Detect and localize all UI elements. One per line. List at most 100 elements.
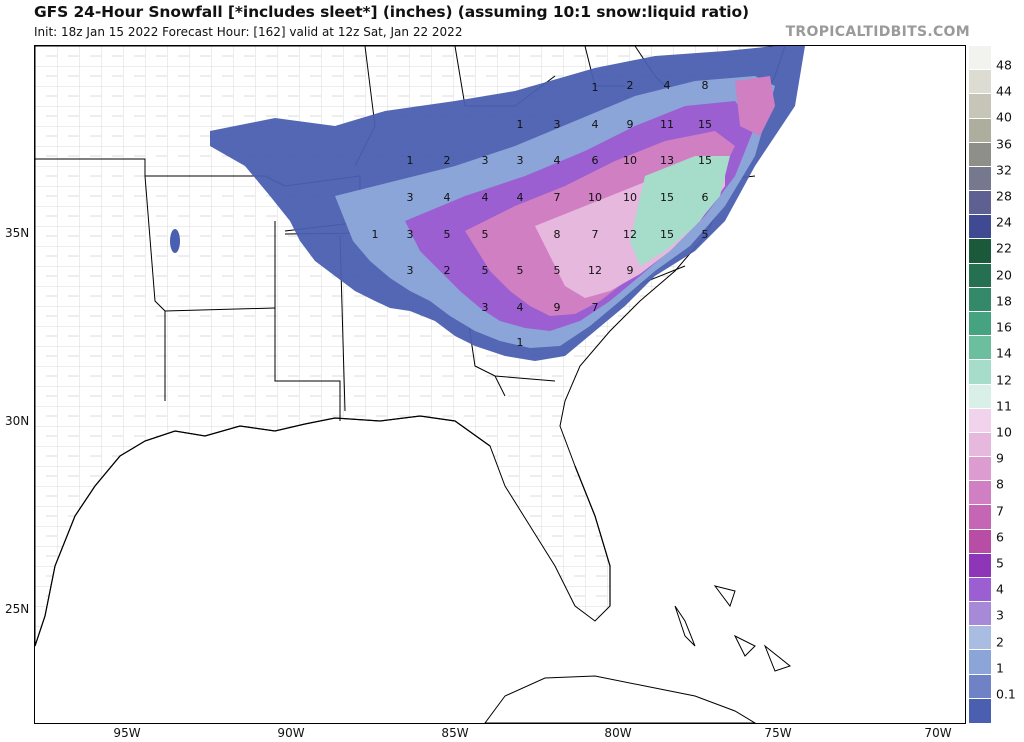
colorbar-cell	[969, 649, 991, 675]
colorbar-label: 4	[996, 581, 1004, 597]
colorbar-label: 48	[996, 57, 1012, 73]
colorbar-label: 8	[996, 476, 1004, 492]
colorbar-cell	[969, 238, 991, 264]
snow-amount-label: 2	[627, 79, 634, 92]
snow-amount-label: 1	[517, 118, 524, 131]
colorbar-label: 3	[996, 607, 1004, 623]
colorbar-label: 6	[996, 529, 1004, 545]
snow-amount-label: 7	[554, 191, 561, 204]
snow-amount-label: 3	[407, 264, 414, 277]
colorbar-cell	[969, 383, 991, 409]
colorbar-label: 9	[996, 450, 1004, 466]
snow-amount-label: 5	[554, 264, 561, 277]
snow-amount-label: 9	[554, 301, 561, 314]
snow-amount-label: 6	[702, 191, 709, 204]
colorbar-cell	[969, 480, 991, 506]
colorbar-label: 12	[996, 372, 1012, 388]
snowfall-map: 1 2 4 8 1 3 4 9 11 15 1 2 3 3 4 6 10 13 15 3 4 4 4 7 10 10 15 6 1 3 5 5…	[34, 45, 966, 724]
snow-amount-label: 3	[517, 154, 524, 167]
coastline	[35, 415, 611, 647]
site-brand: TROPICALTIDBITS.COM	[785, 24, 970, 40]
colorbar-cell	[969, 69, 991, 95]
snow-amount-label: 9	[627, 264, 634, 277]
colorbar-cell	[969, 310, 991, 337]
snow-amount-label: 4	[444, 191, 451, 204]
colorbar-cell	[969, 45, 991, 71]
snow-amount-label: 5	[702, 228, 709, 241]
lat-label-25: 25N	[5, 602, 30, 616]
snow-amount-label: 2	[444, 264, 451, 277]
colorbar-label: 1	[996, 660, 1004, 676]
colorbar-cell	[969, 93, 991, 119]
lon-label-80: 80W	[604, 726, 632, 740]
bahamas-islands	[674, 585, 792, 672]
colorbar-label: 20	[996, 267, 1012, 283]
colorbar-cell	[969, 601, 991, 627]
snow-amount-label: 3	[482, 154, 489, 167]
colorbar-label: 16	[996, 319, 1012, 335]
colorbar-cell	[969, 335, 991, 361]
snow-amount-label: 4	[517, 191, 524, 204]
colorbar-cell	[969, 407, 991, 433]
colorbar-cell	[969, 262, 991, 288]
snow-amount-label: 1	[372, 228, 379, 241]
colorbar-cell	[969, 359, 991, 385]
snow-amount-label: 4	[517, 301, 524, 314]
colorbar-cell	[969, 552, 991, 578]
snow-amount-label: 5	[517, 264, 524, 277]
snow-amount-label: 15	[660, 191, 674, 204]
colorbar-cell	[969, 504, 991, 530]
snow-amount-label: 12	[588, 264, 602, 277]
snow-amount-label: 11	[660, 118, 674, 131]
snow-amount-label: 9	[627, 118, 634, 131]
colorbar-label: 18	[996, 293, 1012, 309]
snow-amount-label: 4	[554, 154, 561, 167]
snow-amount-label: 1	[407, 154, 414, 167]
colorbar-cell	[969, 214, 991, 240]
lon-label-95: 95W	[113, 726, 141, 740]
colorbar-cell	[969, 286, 991, 312]
snow-amount-label: 3	[407, 228, 414, 241]
colorbar-label: 40	[996, 109, 1012, 125]
snow-amount-label: 6	[592, 154, 599, 167]
colorbar-label: 10	[996, 424, 1012, 440]
snow-amount-label: 4	[664, 79, 671, 92]
colorbar-cell	[969, 625, 991, 651]
snow-amount-label: 3	[407, 191, 414, 204]
colorbar-cell	[969, 165, 991, 192]
colorbar-cell	[969, 528, 991, 554]
snow-amount-label: 1	[592, 81, 599, 94]
lon-label-70: 70W	[924, 726, 952, 740]
colorbar-label: 22	[996, 240, 1012, 256]
lon-label-85: 85W	[441, 726, 469, 740]
colorbar-cell	[969, 117, 991, 143]
colorbar-label: 5	[996, 555, 1004, 571]
snow-amount-label: 15	[698, 118, 712, 131]
colorbar-label: 7	[996, 503, 1004, 519]
lon-label-90: 90W	[277, 726, 305, 740]
snow-amount-label: 13	[660, 154, 674, 167]
snow-amount-label: 8	[554, 228, 561, 241]
colorbar-label: 44	[996, 83, 1012, 99]
cuba-land	[484, 675, 756, 723]
snow-amount-label: 5	[444, 228, 451, 241]
colorbar-label: 14	[996, 345, 1012, 361]
colorbar-label: 32	[996, 162, 1012, 178]
colorbar-cell	[969, 456, 991, 482]
colorbar-cell	[969, 673, 991, 699]
colorbar-cell	[969, 190, 991, 216]
snow-amount-label: 5	[482, 264, 489, 277]
lake	[170, 229, 180, 253]
colorbar-cell	[969, 141, 991, 167]
snow-amount-label: 5	[482, 228, 489, 241]
chart-subtitle: Init: 18z Jan 15 2022 Forecast Hour: [16…	[34, 25, 463, 39]
snow-amount-label: 12	[623, 228, 637, 241]
colorbar-label: 0.1	[996, 686, 1016, 702]
colorbar-cell	[969, 576, 991, 603]
snow-amount-label: 7	[592, 301, 599, 314]
snow-amount-label: 10	[588, 191, 602, 204]
snow-amount-label: 4	[482, 191, 489, 204]
lat-label-30: 30N	[5, 414, 30, 428]
snow-amount-label: 15	[660, 228, 674, 241]
colorbar-cell	[969, 697, 991, 723]
